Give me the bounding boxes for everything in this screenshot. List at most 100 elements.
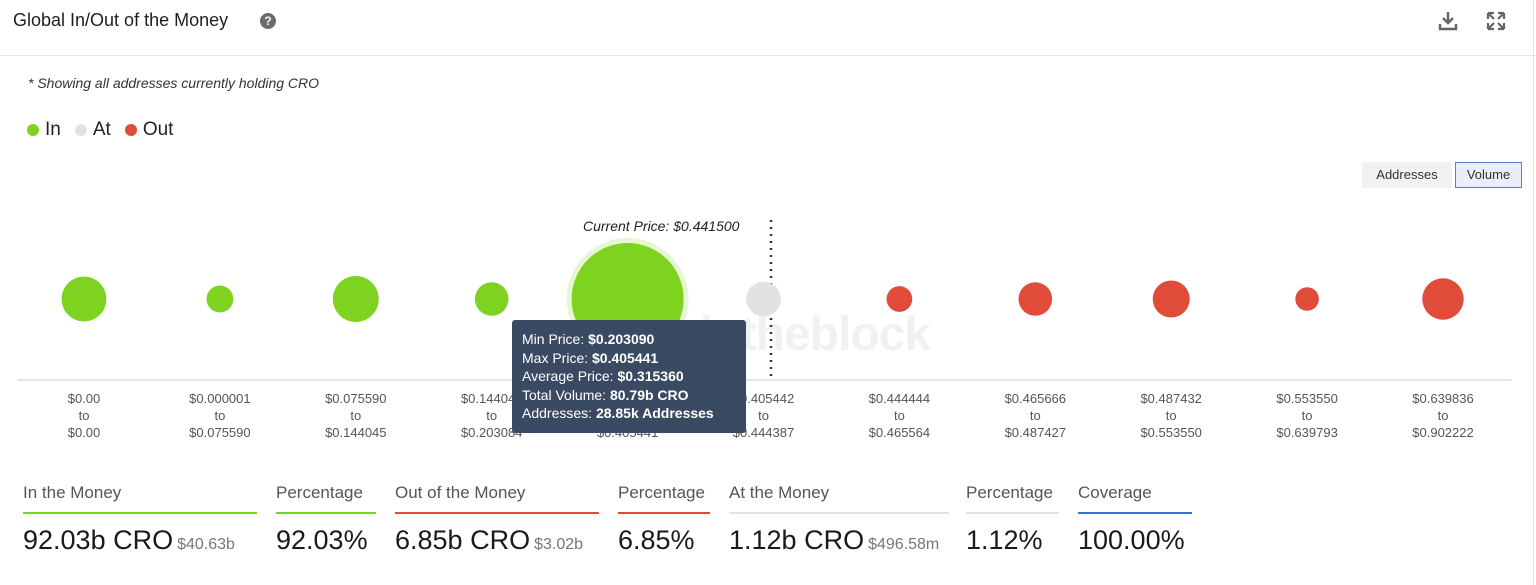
tick-to-word: to xyxy=(893,408,905,423)
stat-label: In the Money xyxy=(23,483,122,502)
stat-in-percentage: Percentage 92.03% xyxy=(276,483,376,556)
tick-to-word: to xyxy=(1165,408,1177,423)
tick-to: $0.465564 xyxy=(868,425,931,440)
stat-coverage: Coverage 100.00% xyxy=(1078,483,1192,556)
stat-label: At the Money xyxy=(729,483,830,502)
x-tick-label: $0.144045 to $0.203084 xyxy=(437,390,547,441)
stat-at-the-money: At the Money 1.12b CRO $496.58m xyxy=(729,483,949,556)
legend-item-at[interactable]: At xyxy=(74,119,111,141)
stat-out-percentage: Percentage 6.85% xyxy=(618,483,710,556)
bubble-in-3[interactable] xyxy=(474,282,509,316)
tick-to: $0.144045 xyxy=(325,425,387,440)
panel-border xyxy=(1533,0,1534,585)
tick-from: $0.405442 xyxy=(732,391,795,406)
stat-underline xyxy=(729,512,949,514)
stat-in-the-money: In the Money 92.03b CRO $40.63b xyxy=(23,483,257,556)
legend-dot-in xyxy=(27,124,39,136)
x-tick-label: $0.405442 to $0.444387 xyxy=(709,390,819,441)
bubble-out-10[interactable] xyxy=(1422,278,1464,320)
stat-label: Percentage xyxy=(618,483,705,502)
stat-usd-value: $40.63b xyxy=(177,536,235,553)
tooltip-average-price: Average Price: $0.315360 xyxy=(522,368,684,384)
tick-to-word: to xyxy=(214,408,226,423)
stat-underline xyxy=(395,512,599,514)
legend-dot-out xyxy=(124,124,137,136)
stat-value: 92.03b CRO $40.63b xyxy=(23,525,235,555)
tick-to: $0.00 xyxy=(67,425,101,440)
tooltip-total-volume: Total Volume: 80.79b CRO xyxy=(522,386,689,403)
x-tick-label: $0.465666 to $0.487427 xyxy=(980,390,1090,441)
holding-note: * Showing all addresses currently holdin… xyxy=(28,75,320,91)
card-header: Global In/Out of the Money ? xyxy=(0,0,1536,56)
help-icon[interactable]: ? xyxy=(260,13,276,29)
tick-to-word: to xyxy=(486,408,498,423)
bubble-out-9[interactable] xyxy=(1295,287,1319,311)
stat-underline xyxy=(966,512,1059,514)
tick-from: $0.144045 xyxy=(460,391,523,406)
stat-underline xyxy=(276,512,376,514)
tick-to: $0.639793 xyxy=(1276,425,1338,440)
tick-from: $0.465666 xyxy=(1004,391,1067,406)
bubble-in-1[interactable] xyxy=(206,285,234,313)
stat-underline xyxy=(618,512,710,514)
bubble-at-5[interactable] xyxy=(746,281,781,317)
legend-item-out[interactable]: Out xyxy=(124,119,174,141)
x-tick-label: $0.639836 to $0.902222 xyxy=(1388,390,1498,441)
legend-label-at: At xyxy=(92,119,111,140)
stat-label: Percentage xyxy=(276,483,363,502)
download-icon[interactable] xyxy=(1437,10,1459,32)
stat-usd-value: $3.02b xyxy=(534,536,584,553)
current-price-label: Current Price: $0.441500 xyxy=(583,218,740,234)
stat-underline xyxy=(1078,512,1192,514)
stat-underline xyxy=(23,512,257,514)
expand-icon[interactable] xyxy=(1485,10,1507,32)
stat-value: 1.12% xyxy=(966,525,1043,555)
stat-value: 1.12b CRO $496.58m xyxy=(729,525,940,555)
tooltip-addresses: Addresses: 28.85k Addresses xyxy=(522,405,714,421)
chart-legend: In At Out xyxy=(27,119,187,141)
stat-value: 6.85b CRO $3.02b xyxy=(395,525,584,555)
bubble-in-0[interactable] xyxy=(61,276,107,322)
tooltip-max-price: Max Price: $0.405441 xyxy=(522,349,659,366)
stat-usd-value: $496.58m xyxy=(868,536,940,553)
tick-from: $0.639836 xyxy=(1412,391,1474,406)
x-tick-label: $0.553550 to $0.639793 xyxy=(1252,390,1362,441)
tick-to-word: to xyxy=(1029,408,1041,423)
bubble-out-6[interactable] xyxy=(886,286,913,312)
tick-to-word: to xyxy=(1437,408,1449,423)
bubble-tooltip: Min Price: $0.203090 Max Price: $0.40544… xyxy=(512,320,746,433)
legend-label-out: Out xyxy=(142,119,174,140)
tick-from: $0.444444 xyxy=(868,391,931,406)
tick-to: $0.075590 xyxy=(189,425,251,440)
stat-at-percentage: Percentage 1.12% xyxy=(966,483,1059,556)
page-title: Global In/Out of the Money xyxy=(13,10,229,30)
stat-label: Out of the Money xyxy=(395,483,526,502)
tick-to: $0.487427 xyxy=(1004,425,1067,440)
stat-value: 100.00% xyxy=(1078,525,1185,555)
x-tick-label: $0.000001 to $0.075590 xyxy=(165,390,275,441)
bubble-out-8[interactable] xyxy=(1152,280,1190,318)
tick-from: $0.487432 xyxy=(1140,391,1202,406)
tick-to: $0.444387 xyxy=(732,425,795,440)
stat-value: 6.85% xyxy=(618,525,695,555)
stat-label: Coverage xyxy=(1078,483,1152,502)
tick-from: $0.00 xyxy=(67,391,101,406)
bubble-out-7[interactable] xyxy=(1018,282,1053,316)
legend-label-in: In xyxy=(45,119,61,140)
tooltip-min-price: Min Price: $0.203090 xyxy=(522,331,655,347)
x-tick-label: $0.00 to $0.00 xyxy=(29,390,139,441)
x-tick-label: $0.075590 to $0.144045 xyxy=(301,390,411,441)
stat-out-of-the-money: Out of the Money 6.85b CRO $3.02b xyxy=(395,483,599,556)
legend-dot-at xyxy=(74,124,87,136)
stat-value: 92.03% xyxy=(276,525,368,555)
bubble-in-2[interactable] xyxy=(332,276,379,322)
x-tick-label: $0.444444 to $0.465564 xyxy=(844,390,954,441)
tick-to-word: to xyxy=(350,408,362,423)
x-tick-label: $0.487432 to $0.553550 xyxy=(1116,390,1226,441)
tick-to: $0.203084 xyxy=(460,425,523,440)
addresses-toggle-button[interactable]: Addresses xyxy=(1362,162,1452,188)
tick-to-word: to xyxy=(1301,408,1313,423)
tick-to: $0.902222 xyxy=(1412,425,1474,440)
legend-item-in[interactable]: In xyxy=(27,119,61,141)
volume-toggle-button[interactable]: Volume xyxy=(1455,162,1522,188)
